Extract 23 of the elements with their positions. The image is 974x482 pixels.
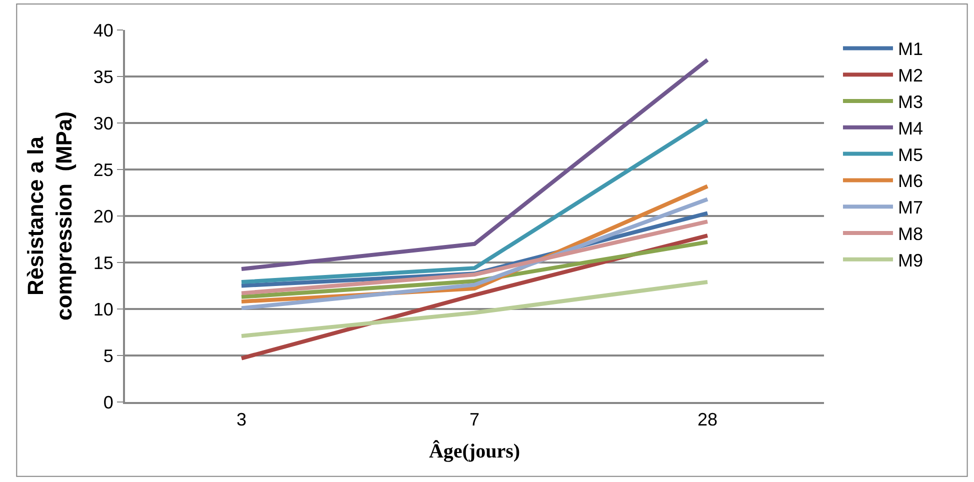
- y-axis-title: Rèsistance a la compression (MPa): [23, 111, 77, 321]
- y-tick-label: 35: [93, 66, 114, 87]
- legend-label: M9: [898, 250, 923, 270]
- y-tick-label: 0: [103, 392, 114, 412]
- y-tick-label: 10: [93, 299, 114, 320]
- y-tick-label: 5: [103, 346, 114, 366]
- y-tick-label: 25: [93, 160, 114, 180]
- y-tick-label: 15: [93, 252, 114, 273]
- legend-label: M2: [898, 66, 923, 86]
- y-tick-label: 20: [93, 206, 114, 226]
- x-tick-label: 28: [697, 410, 718, 430]
- legend-label: M6: [898, 171, 923, 192]
- legend-label: M7: [898, 198, 923, 218]
- legend-label: M5: [898, 144, 923, 165]
- x-tick-label: 3: [236, 410, 247, 430]
- legend-label: M8: [898, 224, 923, 244]
- legend-label: M1: [898, 39, 923, 60]
- legend-label: M4: [898, 118, 923, 138]
- y-tick-label: 40: [93, 20, 114, 40]
- legend-label: M3: [898, 92, 923, 112]
- y-tick-label: 30: [93, 113, 114, 134]
- x-tick-label: 7: [469, 410, 480, 430]
- x-axis-title: Âge(jours): [428, 440, 520, 463]
